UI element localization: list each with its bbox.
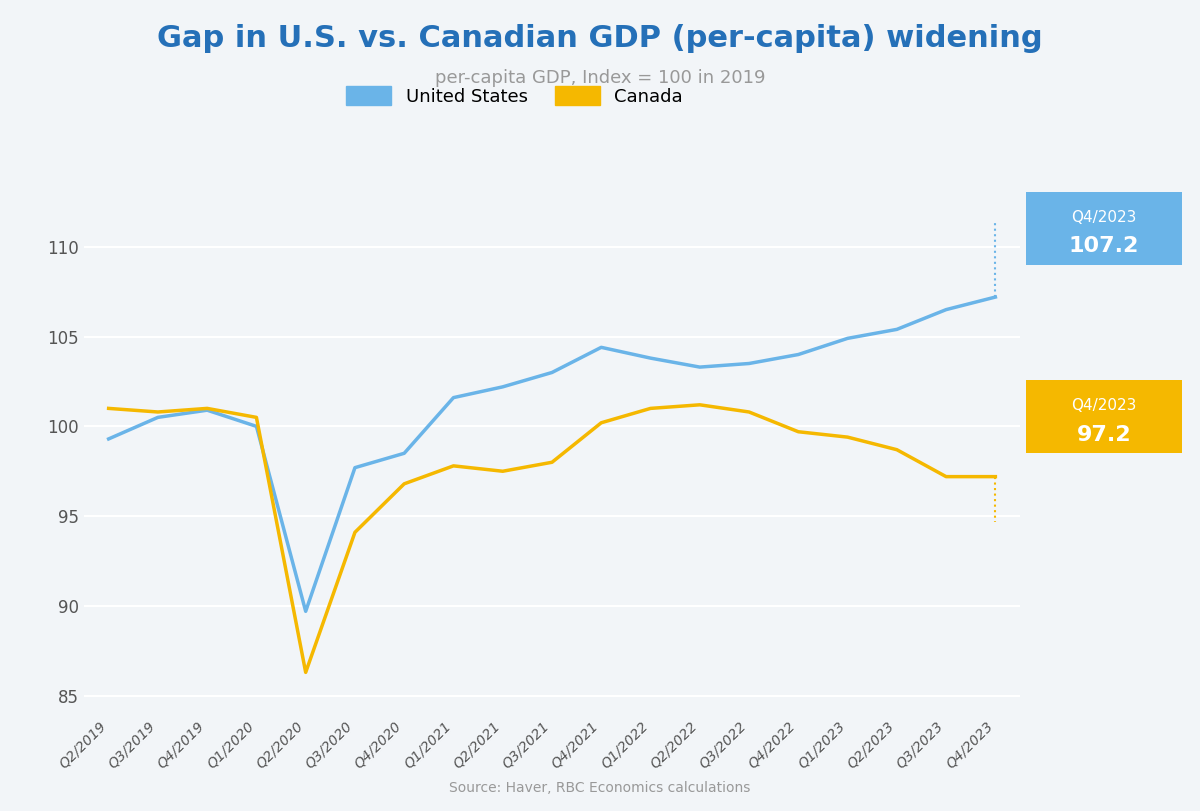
Text: 107.2: 107.2 — [1069, 237, 1139, 256]
Text: Q4/2023: Q4/2023 — [1072, 210, 1136, 225]
Legend: United States, Canada: United States, Canada — [338, 79, 690, 113]
Text: 97.2: 97.2 — [1076, 425, 1132, 445]
Text: Gap in U.S. vs. Canadian GDP (per-capita) widening: Gap in U.S. vs. Canadian GDP (per-capita… — [157, 24, 1043, 54]
Text: Q4/2023: Q4/2023 — [1072, 398, 1136, 414]
Text: per-capita GDP, Index = 100 in 2019: per-capita GDP, Index = 100 in 2019 — [434, 69, 766, 87]
Text: Source: Haver, RBC Economics calculations: Source: Haver, RBC Economics calculation… — [449, 781, 751, 795]
